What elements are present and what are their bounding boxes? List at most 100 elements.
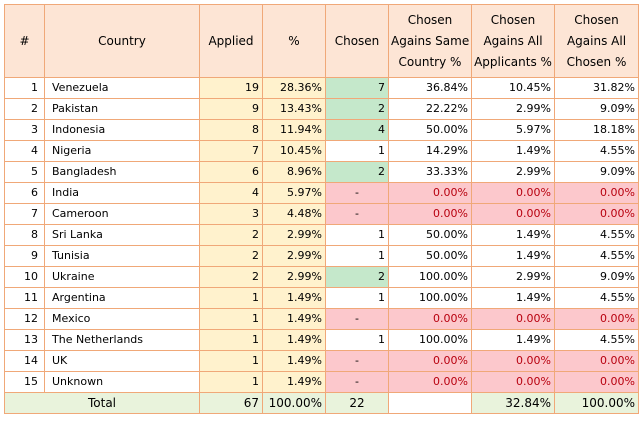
total-applied: 67 [199, 392, 263, 414]
table-row: 12 Mexico 1 1.49% -0.00% 0.00% 0.00% [4, 308, 639, 330]
cell-country: India [44, 182, 200, 204]
header-allchosen-line-3: Chosen % [566, 54, 627, 69]
header-chosen: Chosen [325, 4, 389, 78]
cell-num: 7 [4, 203, 45, 225]
header-all-line-3: Applicants % [474, 54, 552, 69]
cell-chosen: 1 [325, 245, 389, 267]
cell-country: Bangladesh [44, 161, 200, 183]
cell-chosen-all-applicants: 0.00% [471, 371, 555, 393]
cell-num: 2 [4, 98, 45, 120]
table-row: 4 Nigeria 7 10.45% 1 14.29% 1.49% 4.55% [4, 140, 639, 162]
cell-applied: 7 [199, 140, 263, 162]
table-row: 13 The Netherlands 1 1.49% 1 100.00% 1.49% 4.55… [4, 329, 639, 351]
cell-num: 1 [4, 77, 45, 99]
cell-pct: 1.49% [262, 308, 326, 330]
cell-chosen-all-chosen: 0.00% [554, 371, 639, 393]
cell-chosen: 1 [325, 224, 389, 246]
cell-chosen-all-applicants: 1.49% [471, 287, 555, 309]
header-num: # [4, 4, 45, 78]
cell-chosen-same-country: 0.00% [388, 203, 472, 225]
header-country: Country [44, 4, 200, 78]
cell-chosen: - [325, 203, 389, 225]
table-row: 5 Bangladesh 6 8.96% 2 33.33% 2.99% 9.09% [4, 161, 639, 183]
cell-chosen-same-country: 100.00% [388, 266, 472, 288]
cell-chosen-all-chosen: 4.55% [554, 329, 639, 351]
cell-num: 12 [4, 308, 45, 330]
total-allchosen: 100.00% [554, 392, 639, 414]
cell-chosen-all-applicants: 0.00% [471, 182, 555, 204]
total-chosen: 22 [325, 392, 389, 414]
header-same-line-2: Agains Same [391, 33, 470, 48]
total-all: 32.84% [471, 392, 555, 414]
cell-chosen-same-country: 0.00% [388, 182, 472, 204]
cell-num: 9 [4, 245, 45, 267]
cell-chosen-all-chosen: 31.82% [554, 77, 639, 99]
cell-chosen: - [325, 182, 389, 204]
table-footer: Total 67 100.00% 22 32.84% 100.00% [4, 392, 639, 414]
cell-chosen-all-chosen: 0.00% [554, 182, 639, 204]
cell-country: Nigeria [44, 140, 200, 162]
cell-chosen: - [325, 308, 389, 330]
table-row: 9 Tunisia 2 2.99% 1 50.00% 1.49% 4.55% [4, 245, 639, 267]
cell-chosen-all-applicants: 1.49% [471, 245, 555, 267]
cell-chosen-same-country: 50.00% [388, 119, 472, 141]
table-row: 1 Venezuela 19 28.36% 7 36.84% 10.45% 31.82% [4, 77, 639, 99]
header-pct: % [262, 4, 326, 78]
cell-applied: 6 [199, 161, 263, 183]
cell-chosen-same-country: 0.00% [388, 371, 472, 393]
total-label: Total [4, 392, 200, 414]
cell-pct: 10.45% [262, 140, 326, 162]
cell-country: Cameroon [44, 203, 200, 225]
cell-applied: 9 [199, 98, 263, 120]
total-pct: 100.00% [262, 392, 326, 414]
cell-num: 13 [4, 329, 45, 351]
cell-applied: 3 [199, 203, 263, 225]
cell-applied: 1 [199, 287, 263, 309]
table-row: 10 Ukraine 2 2.99% 2 100.00% 2.99% 9.09% [4, 266, 639, 288]
cell-chosen-same-country: 100.00% [388, 329, 472, 351]
cell-pct: 28.36% [262, 77, 326, 99]
cell-applied: 1 [199, 350, 263, 372]
cell-chosen-all-chosen: 9.09% [554, 266, 639, 288]
cell-country: Indonesia [44, 119, 200, 141]
header-applied: Applied [199, 4, 263, 78]
cell-num: 4 [4, 140, 45, 162]
table-row: 14 UK 1 1.49% -0.00% 0.00% 0.00% [4, 350, 639, 372]
table-row: 3 Indonesia 8 11.94% 4 50.00% 5.97% 18.18% [4, 119, 639, 141]
table-row: 6 India 4 5.97% -0.00% 0.00% 0.00% [4, 182, 639, 204]
cell-num: 5 [4, 161, 45, 183]
cell-applied: 8 [199, 119, 263, 141]
header-same-line-1: Chosen [407, 12, 453, 27]
header-all-line-2: Agains All [483, 33, 543, 48]
cell-country: Tunisia [44, 245, 200, 267]
cell-country: The Netherlands [44, 329, 200, 351]
cell-chosen: 1 [325, 287, 389, 309]
cell-applied: 2 [199, 224, 263, 246]
cell-country: Ukraine [44, 266, 200, 288]
cell-chosen-all-applicants: 10.45% [471, 77, 555, 99]
cell-chosen-all-chosen: 4.55% [554, 140, 639, 162]
cell-country: Argentina [44, 287, 200, 309]
cell-chosen-all-chosen: 4.55% [554, 287, 639, 309]
cell-num: 10 [4, 266, 45, 288]
header-row: # Country Applied % Chosen Chosen Agains… [4, 4, 639, 78]
cell-chosen: 7 [325, 77, 389, 99]
cell-chosen-all-chosen: 9.09% [554, 161, 639, 183]
cell-chosen-same-country: 0.00% [388, 308, 472, 330]
cell-num: 8 [4, 224, 45, 246]
cell-num: 14 [4, 350, 45, 372]
cell-chosen-same-country: 14.29% [388, 140, 472, 162]
total-row: Total 67 100.00% 22 32.84% 100.00% [4, 392, 639, 414]
header-chosen-all-chosen: Chosen Agains All Chosen % [554, 4, 639, 78]
cell-chosen-all-chosen: 4.55% [554, 224, 639, 246]
table-row: 7 Cameroon 3 4.48% -0.00% 0.00% 0.00% [4, 203, 639, 225]
cell-chosen-same-country: 0.00% [388, 350, 472, 372]
table-row: 2 Pakistan 9 13.43% 2 22.22% 2.99% 9.09% [4, 98, 639, 120]
cell-chosen: - [325, 350, 389, 372]
cell-chosen-all-applicants: 1.49% [471, 140, 555, 162]
cell-pct: 4.48% [262, 203, 326, 225]
cell-chosen-all-applicants: 0.00% [471, 203, 555, 225]
cell-chosen: 2 [325, 161, 389, 183]
cell-pct: 1.49% [262, 329, 326, 351]
cell-chosen-all-applicants: 0.00% [471, 308, 555, 330]
